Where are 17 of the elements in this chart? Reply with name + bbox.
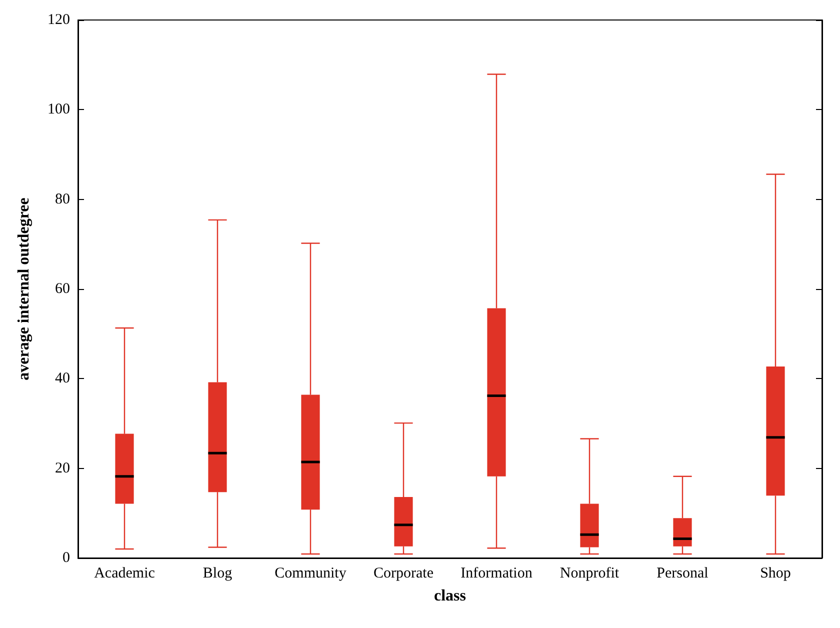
y-tick-label: 0	[62, 550, 70, 566]
x-axis-title: class	[434, 588, 466, 604]
y-tick-label: 20	[55, 460, 70, 476]
x-tick-label: Blog	[202, 566, 233, 582]
x-tick-label: Shop	[760, 566, 791, 582]
x-tick-label: Nonprofit	[560, 566, 620, 582]
x-tick-label: Community	[274, 566, 347, 582]
y-axis-title: average internal outdegree	[16, 198, 32, 380]
y-tick-label: 40	[55, 370, 70, 387]
x-tick-label: Corporate	[374, 566, 434, 582]
y-tick-label: 80	[55, 191, 70, 208]
y-tick-label: 120	[48, 12, 70, 28]
x-tick-label: Information	[460, 566, 533, 582]
y-tick-label: 60	[55, 281, 70, 297]
y-tick-label: 100	[48, 102, 70, 118]
x-tick-label: Personal	[656, 566, 708, 582]
x-tick-label: Academic	[94, 566, 156, 582]
